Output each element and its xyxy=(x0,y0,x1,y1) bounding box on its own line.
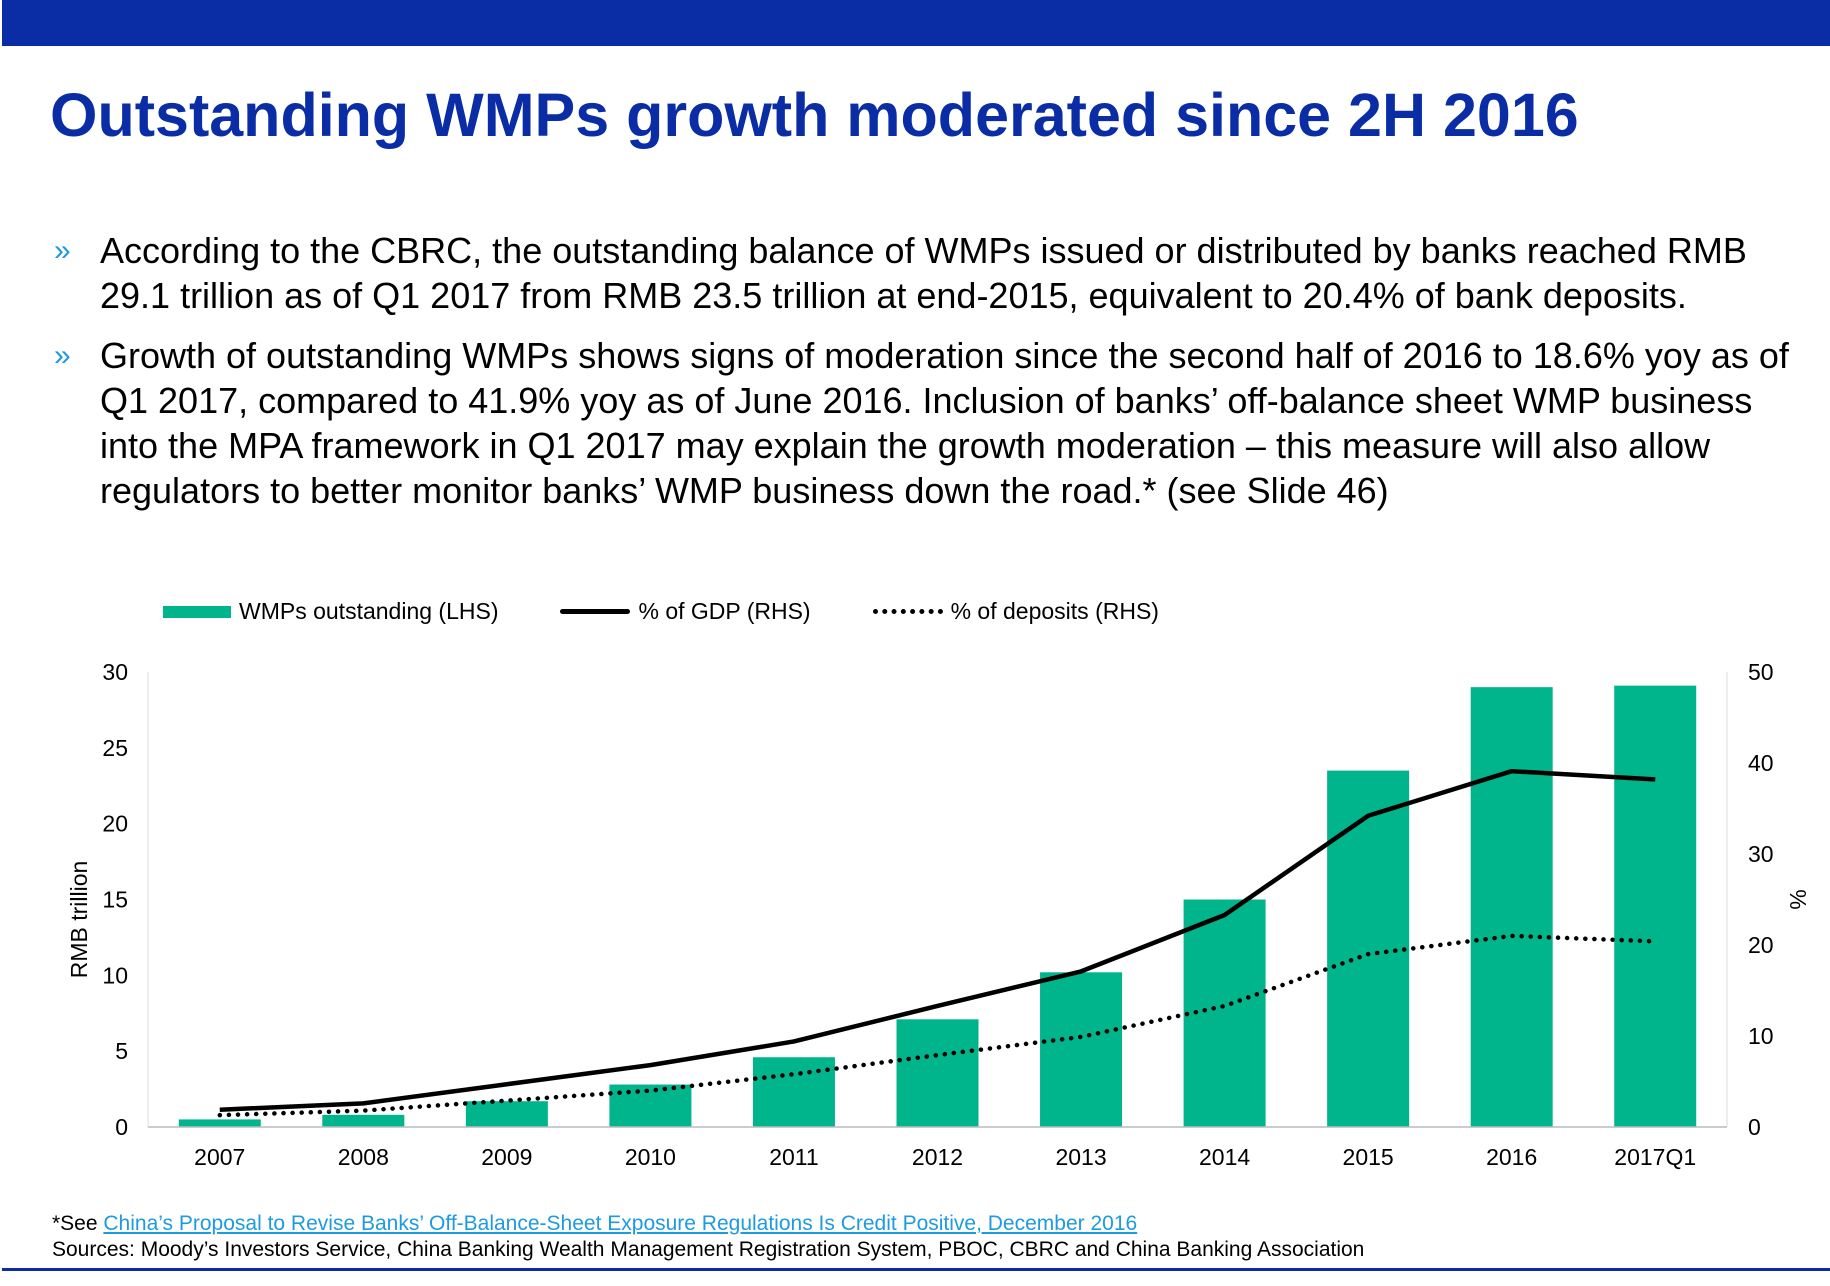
bar-2017Q1 xyxy=(1614,685,1697,1127)
x-tick-label: 2015 xyxy=(1343,1144,1394,1170)
footnote-prefix: *See xyxy=(52,1212,104,1235)
footnote: *See China’s Proposal to Revise Banks’ O… xyxy=(52,1212,1137,1236)
x-tick-label: 2014 xyxy=(1199,1144,1250,1170)
x-tick-label: 2016 xyxy=(1486,1144,1537,1170)
chevron-bullet-icon: » xyxy=(54,339,71,372)
x-tick-label: 2011 xyxy=(769,1144,818,1170)
legend-item-wmps: WMPs outstanding (LHS) xyxy=(163,598,498,625)
deposits-line xyxy=(217,933,1658,1118)
bullet-1: » According to the CBRC, the outstanding… xyxy=(54,228,1820,318)
bar-2007 xyxy=(178,1119,261,1127)
right-tick-label: 20 xyxy=(1748,932,1774,958)
bottom-rule xyxy=(2,1268,1830,1271)
x-tick-label: 2009 xyxy=(481,1144,532,1170)
top-banner xyxy=(2,0,1830,46)
left-tick-label: 20 xyxy=(102,811,128,837)
legend-item-deposits: % of deposits (RHS) xyxy=(872,598,1159,625)
bar-swatch xyxy=(163,605,231,618)
left-tick-label: 15 xyxy=(102,887,128,913)
right-tick-label: 10 xyxy=(1748,1023,1774,1049)
right-tick-label: 40 xyxy=(1748,750,1774,776)
chevron-bullet-icon: » xyxy=(54,234,71,267)
legend-label: WMPs outstanding (LHS) xyxy=(239,598,499,624)
right-tick-label: 0 xyxy=(1748,1114,1761,1140)
x-tick-label: 2010 xyxy=(625,1144,676,1170)
legend-label: % of GDP (RHS) xyxy=(638,598,811,624)
slide-title: Outstanding WMPs growth moderated since … xyxy=(50,81,1579,149)
line-swatch xyxy=(560,609,631,614)
legend-item-gdp: % of GDP (RHS) xyxy=(560,598,811,625)
left-tick-label: 0 xyxy=(115,1114,128,1140)
x-tick-label: 2007 xyxy=(194,1144,245,1170)
left-tick-label: 25 xyxy=(102,735,128,761)
bar-2010 xyxy=(609,1084,692,1127)
y-axis-title: RMB trillion xyxy=(66,861,92,979)
left-tick-label: 30 xyxy=(102,659,128,685)
bullet-2: » Growth of outstanding WMPs shows signs… xyxy=(54,333,1820,513)
x-tick-label: 2013 xyxy=(1055,1144,1106,1170)
bar-2009 xyxy=(465,1101,548,1127)
x-tick-label: 2012 xyxy=(912,1144,963,1170)
gdp-line xyxy=(219,768,1656,1112)
left-tick-label: 5 xyxy=(115,1038,128,1064)
x-tick-label: 2008 xyxy=(338,1144,389,1170)
bar-2016 xyxy=(1470,687,1553,1127)
sources: Sources: Moody’s Investors Service, Chin… xyxy=(52,1238,1365,1261)
right-tick-label: 50 xyxy=(1748,659,1774,685)
footnote-link[interactable]: China’s Proposal to Revise Banks’ Off-Ba… xyxy=(103,1212,1138,1235)
legend-label: % of deposits (RHS) xyxy=(950,598,1159,624)
chart-legend: WMPs outstanding (LHS) % of GDP (RHS) % … xyxy=(163,598,1221,625)
bar-2015 xyxy=(1327,770,1410,1127)
bar-2013 xyxy=(1040,972,1123,1127)
x-tick-label: 2017Q1 xyxy=(1614,1144,1696,1170)
bar-2011 xyxy=(752,1057,835,1127)
left-tick-label: 10 xyxy=(102,962,128,988)
bar-2008 xyxy=(322,1114,405,1127)
bullet-text: Growth of outstanding WMPs shows signs o… xyxy=(100,335,1789,511)
bar-2014 xyxy=(1183,899,1266,1127)
bar-2012 xyxy=(896,1019,979,1127)
bullet-text: According to the CBRC, the outstanding b… xyxy=(100,230,1747,316)
y2-axis-title: % xyxy=(1785,889,1811,909)
dotted-line-swatch xyxy=(872,609,943,614)
right-tick-label: 30 xyxy=(1748,841,1774,867)
